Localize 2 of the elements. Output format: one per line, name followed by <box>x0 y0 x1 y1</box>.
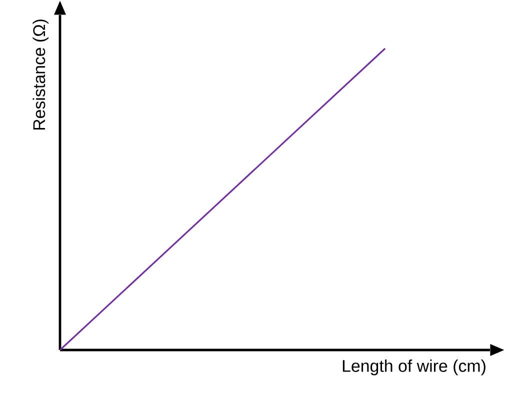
y-axis-title: Resistance (Ω) <box>32 20 49 130</box>
x-axis-title: Length of wire (cm) <box>342 360 486 376</box>
